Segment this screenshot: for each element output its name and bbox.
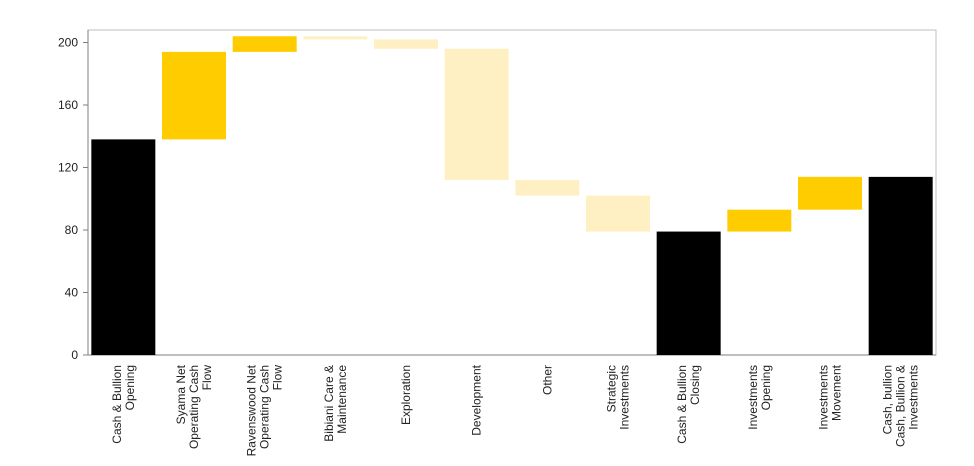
x-category-label: Opening — [759, 365, 773, 410]
x-category-label: Exploration — [399, 365, 413, 425]
x-category-label: Flow — [271, 365, 285, 391]
waterfall-bar — [444, 48, 509, 180]
x-category-label: Cash, bullion — [881, 365, 895, 434]
chart-axes — [87, 29, 937, 356]
waterfall-bar — [727, 209, 792, 232]
x-category-label: Movement — [830, 364, 844, 421]
x-category-label: Investments — [746, 365, 760, 430]
waterfall-bar — [586, 195, 650, 232]
waterfall-bar — [868, 176, 933, 355]
y-tick-label: 200 — [58, 36, 78, 50]
x-category-label: Maintenance — [335, 365, 349, 434]
x-category-label: Development — [470, 364, 484, 435]
x-category-label: Operating Cash — [187, 365, 201, 449]
x-category-label: Closing — [688, 365, 702, 405]
x-category-label: Cash & Bullion — [110, 365, 124, 444]
x-category-label: Syama Net — [174, 364, 188, 424]
x-category-label: Cash & Bullion — [675, 365, 689, 444]
waterfall-bar — [798, 176, 862, 210]
waterfall-bar — [515, 180, 580, 196]
x-category-label: Flow — [200, 365, 214, 391]
y-tick-label: 80 — [65, 223, 79, 237]
x-category-label: Ravenswood Net — [245, 364, 259, 456]
x-category-label: Strategic — [605, 365, 619, 412]
waterfall-bar — [232, 36, 297, 52]
x-category-label: Investments — [618, 365, 632, 430]
waterfall-bar — [162, 51, 226, 140]
x-category-label: Other — [540, 365, 554, 395]
y-axis-ticks: 0 40 80 120 160 200 — [58, 36, 88, 362]
waterfall-bar — [656, 231, 721, 355]
x-category-label: Cash, Bullion & — [894, 365, 908, 447]
y-tick-label: 120 — [58, 161, 78, 175]
y-tick-label: 40 — [65, 286, 79, 300]
waterfall-bar — [91, 139, 156, 355]
chart-bars — [91, 36, 933, 355]
x-category-label: Investments — [817, 365, 831, 430]
waterfall-bar — [374, 39, 438, 49]
x-category-label: Bibiani Care & — [322, 365, 336, 442]
y-tick-label: 160 — [58, 98, 78, 112]
x-category-label: Opening — [123, 365, 137, 410]
y-tick-label: 0 — [71, 348, 78, 362]
x-category-label: Investments — [907, 365, 921, 430]
x-category-label: Operating Cash — [258, 365, 272, 449]
waterfall-bar — [303, 36, 368, 40]
